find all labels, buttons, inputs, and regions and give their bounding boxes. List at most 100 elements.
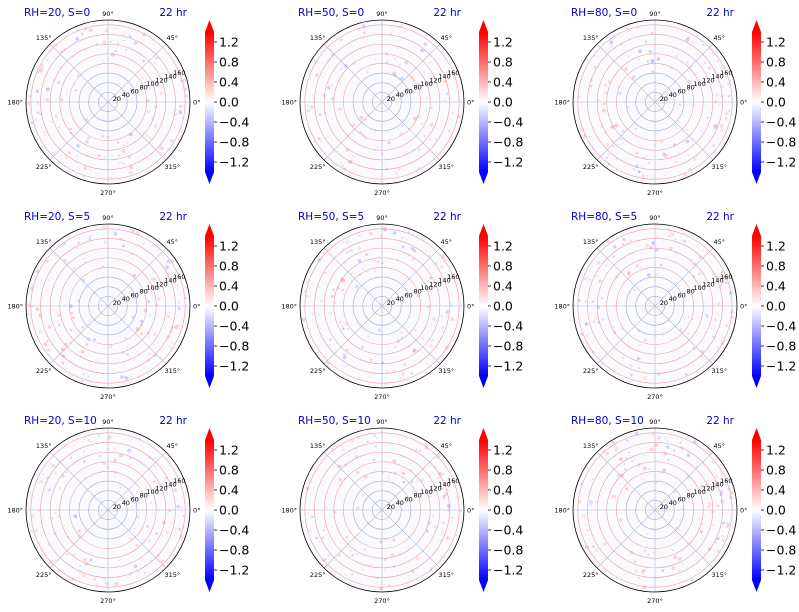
- heatmap-cell: [589, 85, 593, 88]
- heatmap-cell: [334, 302, 337, 304]
- heatmap-cell: [398, 64, 402, 67]
- angle-tick-label: 225°: [583, 571, 599, 579]
- heatmap-cell: [621, 129, 625, 133]
- angle-tick-label: 225°: [583, 163, 599, 171]
- heatmap-cell: [168, 508, 170, 510]
- heatmap-cell: [152, 480, 156, 484]
- heatmap-cell: [642, 177, 646, 181]
- heatmap-cell: [601, 297, 604, 300]
- time-label: 22 hr: [433, 415, 461, 427]
- heatmap-cell: [42, 473, 44, 475]
- heatmap-cell: [603, 91, 608, 96]
- heatmap-cell: [69, 373, 73, 377]
- heatmap-cell: [63, 258, 67, 263]
- angular-gridline: [107, 305, 167, 365]
- heatmap-cell: [720, 124, 724, 128]
- heatmap-cell: [167, 513, 169, 515]
- heatmap-cell: [623, 467, 628, 472]
- heatmap-cell: [341, 164, 345, 168]
- heatmap-cell: [681, 562, 684, 565]
- heatmap-cell: [352, 132, 354, 134]
- heatmap-cell: [148, 315, 151, 318]
- heatmap-cell: [118, 237, 123, 241]
- heatmap-cell: [727, 114, 729, 117]
- heatmap-cell: [57, 126, 61, 129]
- heatmap-cell: [440, 126, 442, 128]
- heatmap-cell: [697, 316, 699, 318]
- heatmap-cell: [607, 153, 610, 157]
- heatmap-cell: [70, 312, 74, 315]
- heatmap-cell: [701, 43, 705, 47]
- heatmap-cell: [441, 488, 444, 490]
- heatmap-cell: [320, 299, 323, 302]
- heatmap-cell: [432, 472, 434, 474]
- heatmap-cell: [711, 335, 715, 339]
- heatmap-cell: [97, 154, 101, 158]
- heatmap-cell: [603, 542, 607, 546]
- heatmap-cell: [373, 259, 375, 262]
- heatmap-cell: [415, 448, 418, 451]
- heatmap-cell: [674, 238, 677, 241]
- heatmap-cell: [612, 325, 616, 329]
- heatmap-cell: [444, 492, 448, 497]
- heatmap-cell: [694, 66, 696, 68]
- heatmap-cell: [706, 117, 710, 120]
- radial-tick-label: 80: [414, 84, 422, 92]
- heatmap-cell: [396, 46, 400, 50]
- heatmap-cell: [132, 568, 134, 571]
- heatmap-cell: [395, 172, 399, 175]
- heatmap-cell: [384, 382, 388, 386]
- heatmap-cell: [122, 144, 125, 147]
- heatmap-cell: [387, 476, 390, 479]
- heatmap-cell: [38, 481, 41, 484]
- heatmap-cell: [449, 302, 453, 307]
- heatmap-cell: [378, 328, 381, 330]
- heatmap-cell: [331, 84, 334, 87]
- heatmap-cell: [150, 559, 152, 562]
- heatmap-cell: [142, 131, 145, 134]
- radial-tick-label: 40: [669, 295, 677, 303]
- heatmap-cell: [178, 529, 181, 532]
- heatmap-cell: [313, 60, 317, 64]
- heatmap-cell: [669, 66, 674, 70]
- heatmap-cell: [318, 286, 321, 288]
- heatmap-cell: [618, 137, 623, 141]
- heatmap-cell: [690, 138, 694, 142]
- heatmap-cell: [393, 369, 396, 372]
- angle-tick-label: 180°: [554, 99, 570, 107]
- heatmap-cell: [107, 448, 110, 451]
- heatmap-cell: [438, 289, 440, 291]
- heatmap-cell: [675, 55, 678, 58]
- heatmap-cell: [331, 289, 335, 292]
- heatmap-cell: [128, 329, 131, 332]
- heatmap-cell: [446, 92, 449, 96]
- colorbar-tick-label: −1.2: [766, 155, 796, 170]
- heatmap-cell: [655, 247, 659, 252]
- heatmap-cell: [642, 466, 647, 471]
- angular-gridline: [381, 101, 441, 161]
- colorbar-extend-bottom: [479, 172, 488, 184]
- heatmap-cell: [153, 354, 157, 358]
- heatmap-cell: [129, 35, 132, 39]
- heatmap-cell: [585, 334, 589, 338]
- colorbar-tick-label: −0.4: [766, 319, 796, 334]
- radial-tick-label: 100: [146, 284, 158, 292]
- heatmap-cell: [174, 489, 178, 493]
- heatmap-cell: [75, 246, 78, 249]
- heatmap-cell: [427, 78, 429, 80]
- heatmap-cell: [685, 139, 690, 144]
- heatmap-cell: [31, 283, 34, 286]
- heatmap-cell: [337, 107, 342, 112]
- heatmap-cell: [370, 259, 373, 262]
- time-label: 22 hr: [706, 7, 734, 19]
- colorbar-tick-label: 0.0: [219, 95, 239, 110]
- angle-tick-label: 90°: [102, 214, 114, 222]
- heatmap-cell: [428, 124, 430, 126]
- heatmap-cell: [678, 519, 682, 522]
- heatmap-cell: [626, 271, 631, 276]
- heatmap-cell: [722, 280, 725, 284]
- heatmap-cell: [128, 155, 132, 159]
- radial-tick-label: 80: [687, 84, 695, 92]
- heatmap-cell: [699, 530, 704, 534]
- heatmap-cell: [592, 320, 596, 323]
